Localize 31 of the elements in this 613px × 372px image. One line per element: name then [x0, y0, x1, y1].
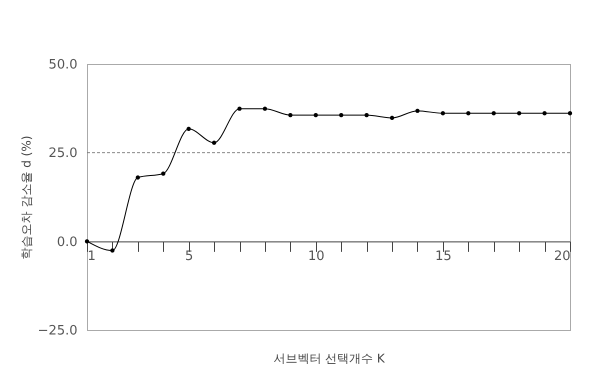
point [364, 112, 369, 118]
point [212, 140, 216, 145]
point [288, 112, 292, 118]
point [517, 111, 522, 116]
y-axis-title: 학습오차 감소율 d (%) [20, 136, 34, 260]
point [492, 111, 496, 116]
point [136, 175, 140, 180]
y-tick-label: 0.0 [56, 234, 78, 250]
point [186, 126, 191, 132]
x-tick-label: 20 [554, 248, 570, 264]
point [415, 108, 420, 113]
x-tick-label: 15 [435, 248, 452, 264]
x-axis-title: 서브벡터 선택개수 K [273, 352, 386, 366]
point [237, 106, 242, 111]
point [466, 111, 470, 116]
y-tick-label: 50.0 [48, 58, 78, 72]
x-tick-label: 5 [185, 248, 194, 264]
point [84, 239, 90, 244]
point [314, 112, 318, 118]
point [110, 248, 115, 253]
y-tick-label: −25.0 [38, 324, 78, 338]
point [440, 111, 446, 116]
point [542, 111, 547, 116]
point [262, 106, 268, 111]
point [161, 171, 166, 176]
point [568, 111, 572, 116]
point [339, 112, 344, 118]
point [390, 116, 394, 120]
y-tick-label: 25.0 [48, 146, 78, 162]
x-tick-label: 10 [308, 248, 325, 264]
x-tick-label: 1 [88, 248, 96, 264]
